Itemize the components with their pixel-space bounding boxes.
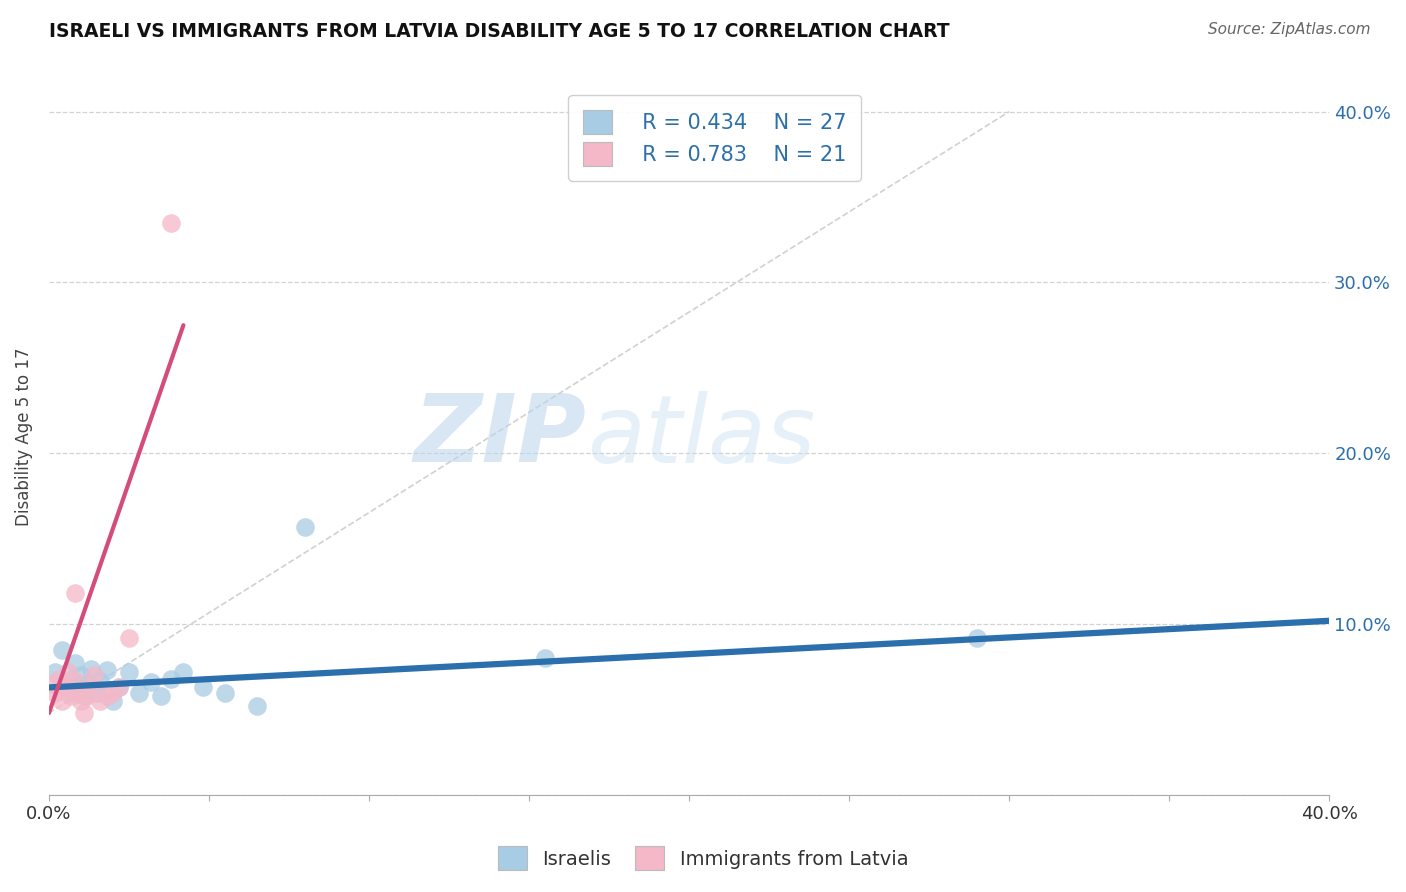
Point bbox=[141, 675, 163, 690]
Point bbox=[86, 685, 108, 699]
Point bbox=[101, 694, 124, 708]
Y-axis label: Disability Age 5 to 17: Disability Age 5 to 17 bbox=[15, 347, 32, 525]
Point bbox=[56, 665, 79, 679]
Point bbox=[60, 672, 83, 686]
Point bbox=[159, 672, 181, 686]
Point bbox=[70, 668, 93, 682]
Point bbox=[128, 685, 150, 699]
Text: ISRAELI VS IMMIGRANTS FROM LATVIA DISABILITY AGE 5 TO 17 CORRELATION CHART: ISRAELI VS IMMIGRANTS FROM LATVIA DISABI… bbox=[49, 22, 950, 41]
Point bbox=[51, 694, 73, 708]
Point bbox=[118, 631, 141, 645]
Point bbox=[96, 689, 118, 703]
Point bbox=[79, 681, 101, 695]
Point bbox=[89, 694, 111, 708]
Legend:   R = 0.434    N = 27,   R = 0.783    N = 21: R = 0.434 N = 27, R = 0.783 N = 21 bbox=[568, 95, 860, 181]
Point bbox=[96, 663, 118, 677]
Point bbox=[76, 689, 98, 703]
Point bbox=[70, 694, 93, 708]
Point bbox=[108, 681, 131, 695]
Point bbox=[172, 665, 194, 679]
Point bbox=[534, 651, 557, 665]
Point bbox=[66, 681, 89, 695]
Point bbox=[118, 665, 141, 679]
Point bbox=[150, 689, 173, 703]
Text: Source: ZipAtlas.com: Source: ZipAtlas.com bbox=[1208, 22, 1371, 37]
Point bbox=[101, 685, 124, 699]
Point bbox=[76, 677, 98, 691]
Point bbox=[41, 677, 63, 691]
Text: atlas: atlas bbox=[586, 391, 815, 482]
Point bbox=[53, 681, 76, 695]
Point bbox=[966, 631, 988, 645]
Point bbox=[73, 689, 96, 703]
Point bbox=[108, 681, 131, 695]
Legend: Israelis, Immigrants from Latvia: Israelis, Immigrants from Latvia bbox=[491, 838, 915, 878]
Text: ZIP: ZIP bbox=[413, 391, 586, 483]
Point bbox=[294, 520, 316, 534]
Point bbox=[246, 699, 269, 714]
Point bbox=[66, 685, 89, 699]
Point bbox=[63, 657, 86, 671]
Point bbox=[44, 665, 66, 679]
Point bbox=[83, 668, 105, 682]
Point bbox=[48, 672, 70, 686]
Point bbox=[79, 662, 101, 676]
Point bbox=[44, 685, 66, 699]
Point bbox=[73, 706, 96, 720]
Point bbox=[60, 689, 83, 703]
Point bbox=[56, 685, 79, 699]
Point bbox=[51, 643, 73, 657]
Point bbox=[89, 673, 111, 688]
Point bbox=[191, 681, 214, 695]
Point bbox=[63, 673, 86, 688]
Point bbox=[214, 685, 236, 699]
Point bbox=[159, 216, 181, 230]
Point bbox=[63, 586, 86, 600]
